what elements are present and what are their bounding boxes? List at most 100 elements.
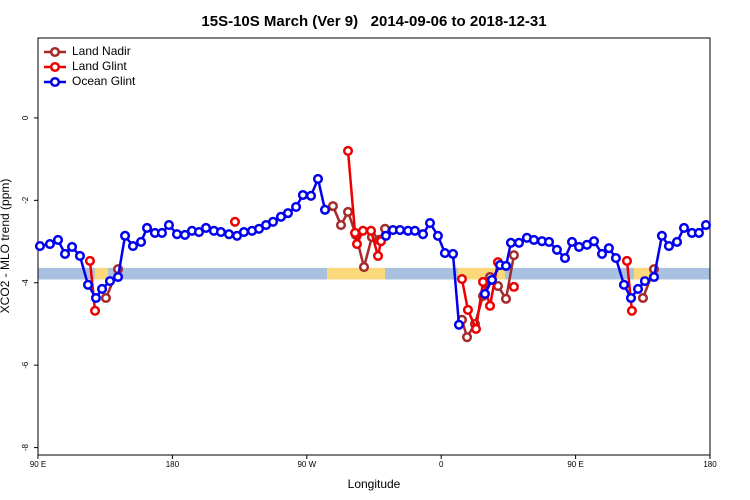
data-point — [141, 222, 153, 234]
data-point — [351, 238, 363, 250]
data-point — [380, 230, 391, 241]
data-point — [632, 283, 644, 294]
data-point — [505, 237, 516, 248]
data-point — [319, 204, 331, 215]
data-point — [372, 250, 384, 262]
data-point — [700, 220, 712, 231]
data-point — [470, 323, 482, 334]
y-tick-label: -2 — [21, 196, 30, 204]
data-point — [477, 276, 489, 287]
data-point — [84, 255, 96, 266]
data-point — [229, 216, 241, 227]
data-point — [135, 236, 147, 248]
legend-marker — [49, 61, 61, 73]
x-tick-label: 180 — [703, 460, 717, 469]
data-point — [456, 274, 468, 285]
data-point — [365, 225, 377, 236]
data-point — [97, 283, 108, 294]
data-point — [52, 234, 64, 245]
data-point — [618, 279, 630, 290]
data-point — [656, 230, 667, 241]
land-span — [633, 267, 658, 280]
data-point — [409, 225, 420, 236]
data-point — [484, 300, 496, 311]
legend-label: Land Glint — [72, 59, 127, 73]
data-point — [34, 241, 45, 252]
land-span — [457, 267, 505, 280]
legend-marker — [49, 46, 61, 58]
data-point — [358, 262, 370, 273]
data-point — [513, 237, 525, 248]
data-point — [671, 236, 683, 248]
data-point — [215, 227, 226, 238]
x-axis-label: Longitude — [348, 477, 401, 491]
data-point — [639, 276, 650, 287]
data-point — [551, 244, 562, 255]
data-point — [290, 201, 302, 212]
legend-marker — [49, 76, 61, 88]
data-point — [500, 260, 512, 271]
data-point — [171, 229, 183, 240]
chart-title: 15S-10S March (Ver 9) 2014-09-06 to 2018… — [201, 13, 546, 30]
data-point — [588, 236, 600, 247]
data-point — [156, 227, 167, 238]
data-point — [508, 281, 519, 292]
data-point — [424, 217, 436, 229]
data-point — [439, 248, 450, 259]
y-axis-label: XCO2 - MLO trend (ppm) — [0, 179, 12, 314]
data-point — [508, 250, 519, 261]
data-point — [223, 229, 235, 240]
y-tick-label: -8 — [21, 443, 30, 451]
data-point — [89, 305, 101, 316]
data-point — [305, 190, 317, 201]
data-point — [342, 145, 354, 156]
x-tick-label: 90 E — [567, 460, 583, 469]
land-span — [94, 267, 109, 280]
data-point — [479, 288, 491, 299]
data-point — [625, 292, 637, 304]
data-point — [596, 248, 608, 259]
data-point — [238, 227, 249, 238]
data-point — [610, 252, 621, 264]
data-point — [500, 293, 512, 304]
x-tick-label: 90 W — [297, 460, 316, 469]
y-tick-label: -6 — [21, 361, 30, 369]
data-point — [200, 222, 212, 234]
legend-label: Ocean Glint — [72, 74, 136, 88]
data-point — [621, 255, 633, 266]
x-tick-label: 90 E — [30, 460, 46, 469]
data-point — [447, 248, 459, 259]
data-point — [462, 304, 473, 316]
land-span — [326, 267, 386, 280]
data-point — [573, 241, 585, 252]
data-point — [349, 227, 361, 238]
data-point — [59, 248, 71, 259]
data-point — [417, 229, 429, 240]
data-point — [394, 224, 406, 236]
data-point — [74, 250, 86, 262]
data-point — [559, 252, 571, 264]
data-point — [626, 305, 637, 316]
data-point — [297, 189, 308, 201]
data-point — [678, 222, 690, 234]
data-point — [486, 274, 498, 285]
data-point — [163, 220, 175, 231]
y-tick-label: 0 — [21, 115, 30, 120]
data-point — [432, 230, 443, 241]
data-point — [312, 173, 324, 184]
x-tick-label: 0 — [439, 460, 444, 469]
data-point — [127, 241, 139, 252]
data-point — [543, 236, 555, 248]
data-point — [566, 236, 578, 248]
data-point — [693, 227, 704, 238]
data-point — [335, 220, 347, 231]
data-point — [327, 201, 338, 212]
data-point — [112, 271, 124, 283]
data-point — [461, 332, 473, 343]
data-point — [637, 292, 648, 304]
data-point — [104, 276, 116, 287]
x-tick-label: 180 — [166, 460, 180, 469]
data-point — [528, 234, 539, 245]
